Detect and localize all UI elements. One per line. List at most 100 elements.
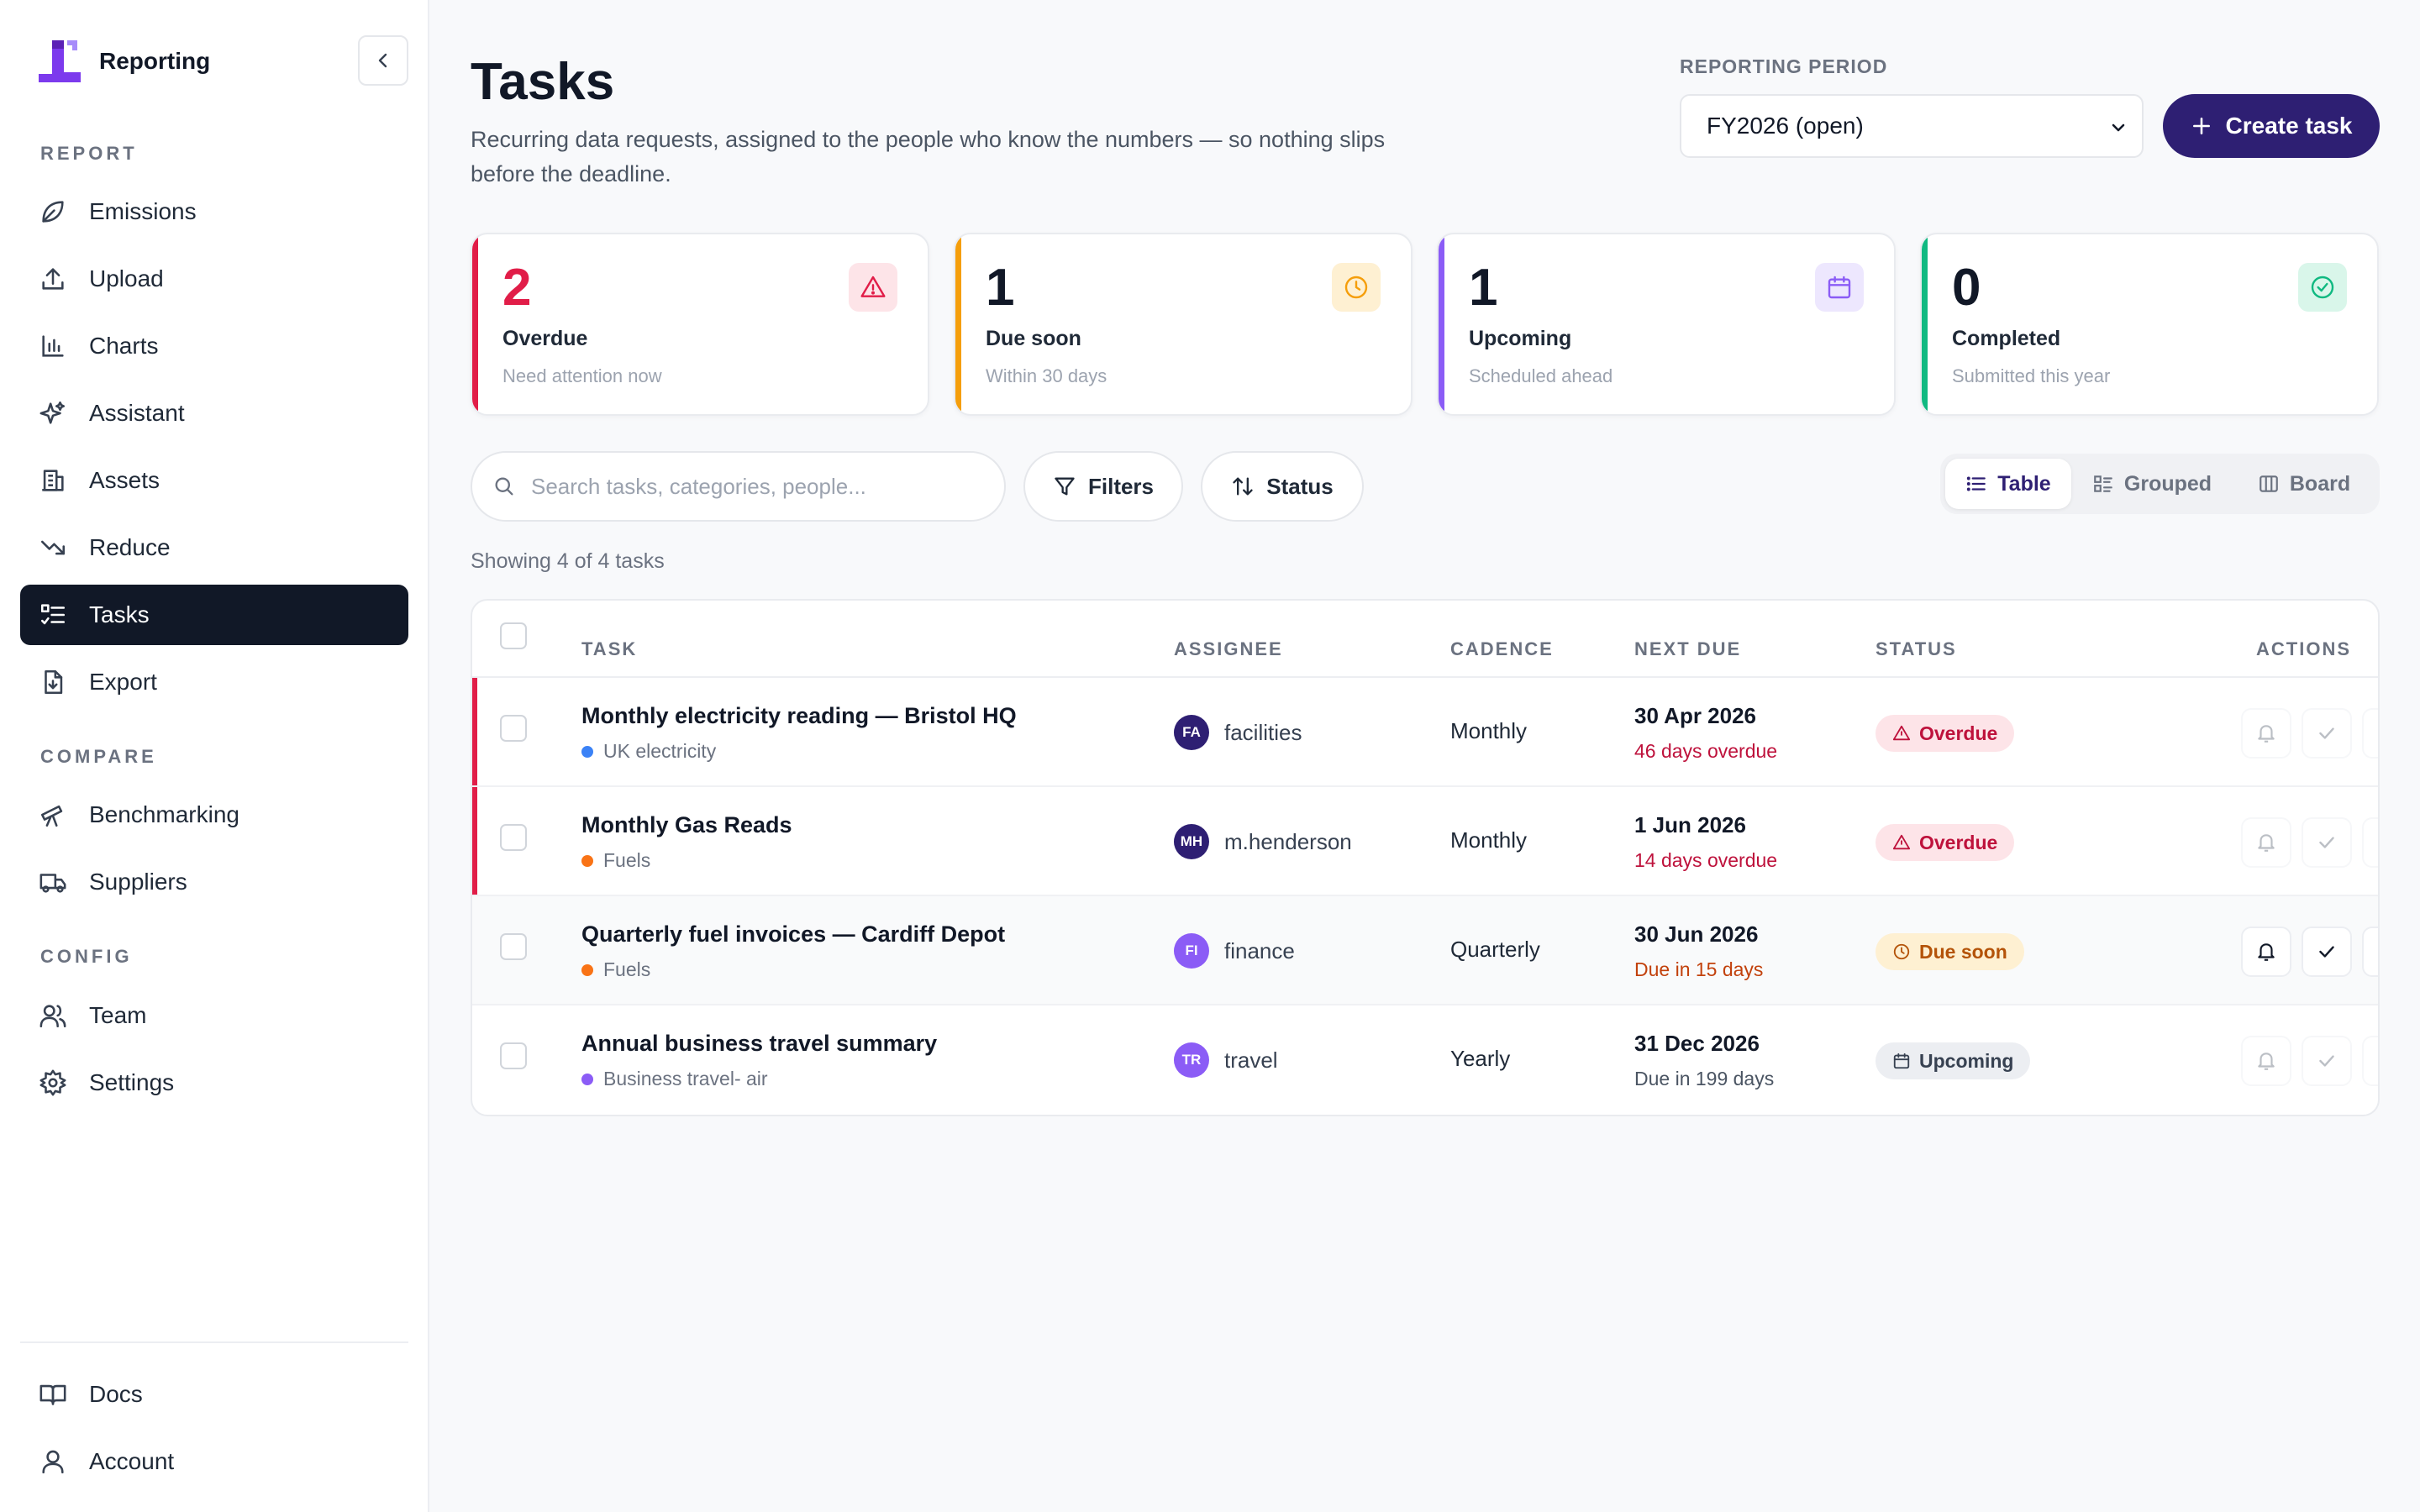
- reporting-period-value: FY2026 (open): [1707, 113, 1864, 139]
- column-header-cadence[interactable]: CADENCE: [1450, 638, 1554, 659]
- complete-button[interactable]: [2302, 708, 2352, 759]
- row-checkbox[interactable]: [500, 715, 527, 742]
- table-row[interactable]: Monthly electricity reading — Bristol HQ…: [472, 678, 2378, 787]
- stat-card-completed[interactable]: 0 Completed Submitted this year: [1920, 233, 2379, 416]
- sidebar-item-upload[interactable]: Upload: [20, 249, 408, 309]
- more-actions-button[interactable]: [2362, 1036, 2380, 1086]
- table-row[interactable]: Quarterly fuel invoices — Cardiff Depot …: [472, 896, 2378, 1005]
- sidebar-item-label: Assistant: [89, 400, 185, 426]
- remind-button[interactable]: [2241, 927, 2291, 977]
- stat-sub: Within 30 days: [986, 365, 1107, 386]
- stat-label: Completed: [1952, 327, 2061, 350]
- column-header-status[interactable]: STATUS: [1876, 638, 1957, 659]
- avatar: TR: [1174, 1042, 1209, 1078]
- nav-section-config: CONFIG: [40, 946, 133, 967]
- sidebar-item-benchmarking[interactable]: Benchmarking: [20, 785, 408, 845]
- assignee: FA facilities: [1174, 715, 1302, 750]
- truck-icon: [39, 874, 66, 893]
- status-sort-button[interactable]: Status: [1201, 451, 1364, 522]
- warning-icon: [860, 276, 886, 297]
- stat-card-upcoming[interactable]: 1 Upcoming Scheduled ahead: [1437, 233, 1896, 416]
- stat-value: 0: [1952, 259, 1981, 317]
- stat-label: Overdue: [502, 327, 588, 350]
- sidebar-item-team[interactable]: Team: [20, 985, 408, 1046]
- more-horizontal-icon: [2376, 1050, 2380, 1072]
- stat-card-due-soon[interactable]: 1 Due soon Within 30 days: [954, 233, 1413, 416]
- table-row[interactable]: Monthly Gas Reads Fuels MH m.henderson Mo…: [472, 787, 2378, 896]
- status-badge: Due soon: [1876, 933, 2024, 970]
- sidebar-item-suppliers[interactable]: Suppliers: [20, 852, 408, 912]
- assignee-name: facilities: [1224, 719, 1302, 745]
- sidebar-item-assets[interactable]: Assets: [20, 450, 408, 511]
- create-task-button[interactable]: Create task: [2163, 94, 2380, 158]
- view-grouped-button[interactable]: Grouped: [2076, 459, 2228, 509]
- check-icon: [2319, 727, 2334, 739]
- status-badge-label: Overdue: [1919, 722, 1998, 744]
- row-checkbox[interactable]: [500, 1042, 527, 1069]
- column-header-task[interactable]: TASK: [581, 638, 638, 659]
- task-title[interactable]: Annual business travel summary: [581, 1031, 938, 1056]
- column-header-next-due[interactable]: NEXT DUE: [1634, 638, 1742, 659]
- brand[interactable]: Reporting: [35, 35, 210, 87]
- sidebar-item-account[interactable]: Account: [20, 1431, 408, 1492]
- task-category: Fuels: [581, 958, 650, 981]
- remind-button[interactable]: [2241, 708, 2291, 759]
- stat-card-overdue[interactable]: 2 Overdue Need attention now: [471, 233, 929, 416]
- status-badge-label: Overdue: [1919, 831, 1998, 853]
- sidebar-item-docs[interactable]: Docs: [20, 1364, 408, 1425]
- category-dot: [581, 1073, 593, 1085]
- bell-icon: [2258, 943, 2275, 961]
- task-category: Business travel- air: [581, 1068, 768, 1090]
- due-date: 31 Dec 2026: [1634, 1031, 1760, 1056]
- sidebar-item-settings[interactable]: Settings: [20, 1053, 408, 1113]
- remind-button[interactable]: [2241, 817, 2291, 868]
- complete-button[interactable]: [2302, 817, 2352, 868]
- row-checkbox[interactable]: [500, 933, 527, 960]
- reporting-period-select[interactable]: FY2026 (open): [1680, 94, 2144, 158]
- collapse-sidebar-button[interactable]: [358, 35, 408, 86]
- stat-label: Due soon: [986, 327, 1081, 350]
- check-icon: [2319, 837, 2334, 848]
- search-box[interactable]: [471, 451, 1006, 522]
- view-board-button[interactable]: Board: [2233, 459, 2375, 509]
- overdue-stripe: [472, 787, 477, 895]
- list-icon: [1967, 476, 1986, 491]
- task-title[interactable]: Quarterly fuel invoices — Cardiff Depot: [581, 921, 1006, 947]
- view-board-label: Board: [2289, 471, 2351, 496]
- remind-button[interactable]: [2241, 1036, 2291, 1086]
- more-actions-button[interactable]: [2362, 927, 2378, 977]
- view-toggle: Table Grouped Board: [1940, 454, 2380, 514]
- column-header-assignee[interactable]: ASSIGNEE: [1174, 638, 1283, 659]
- status-badge-label: Due soon: [1919, 940, 2007, 963]
- view-table-button[interactable]: Table: [1945, 459, 2071, 509]
- sidebar-item-label: Account: [89, 1448, 175, 1474]
- complete-button[interactable]: [2302, 927, 2352, 977]
- calendar-icon: [1893, 1053, 1910, 1069]
- sparkles-icon: [39, 401, 66, 424]
- search-input[interactable]: [531, 473, 968, 500]
- row-checkbox[interactable]: [500, 824, 527, 851]
- more-actions-button[interactable]: [2362, 817, 2380, 868]
- task-title[interactable]: Monthly electricity reading — Bristol HQ: [581, 703, 1017, 728]
- sidebar-item-emissions[interactable]: Emissions: [20, 181, 408, 242]
- filters-button[interactable]: Filters: [1023, 451, 1183, 522]
- tasks-table: TASK ASSIGNEE CADENCE NEXT DUE STATUS AC…: [471, 599, 2380, 1116]
- sidebar-item-assistant[interactable]: Assistant: [20, 383, 408, 444]
- users-icon: [39, 1005, 66, 1028]
- sidebar-item-label: Suppliers: [89, 869, 187, 895]
- table-row[interactable]: Annual business travel summary Business …: [472, 1005, 2378, 1115]
- task-title[interactable]: Monthly Gas Reads: [581, 812, 792, 837]
- complete-button[interactable]: [2302, 1036, 2352, 1086]
- assignee-name: travel: [1224, 1047, 1278, 1073]
- sidebar-item-reduce[interactable]: Reduce: [20, 517, 408, 578]
- sidebar-item-charts[interactable]: Charts: [20, 316, 408, 376]
- sidebar-item-tasks[interactable]: Tasks: [20, 585, 408, 645]
- more-actions-button[interactable]: [2362, 708, 2378, 759]
- more-horizontal-icon: [2376, 832, 2380, 853]
- select-all-checkbox[interactable]: [500, 622, 527, 649]
- sidebar-item-export[interactable]: Export: [20, 652, 408, 712]
- clock-icon: [1893, 943, 1910, 960]
- sidebar-item-label: Export: [89, 669, 157, 695]
- task-category: Fuels: [581, 849, 650, 872]
- reporting-period-label: REPORTING PERIOD: [1680, 55, 1888, 77]
